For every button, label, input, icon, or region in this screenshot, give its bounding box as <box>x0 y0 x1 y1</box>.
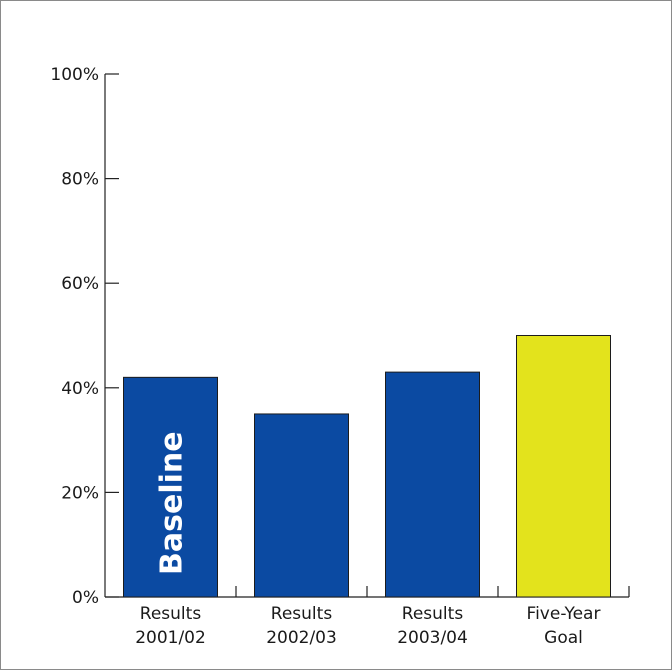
x-tick-label: 2003/04 <box>397 628 468 648</box>
y-tick-label: 20% <box>61 483 99 503</box>
y-tick-label: 40% <box>61 379 99 399</box>
bar <box>385 371 480 598</box>
bar <box>123 376 218 598</box>
x-tick-label: 2002/03 <box>266 628 337 648</box>
bar-annotation: Baseline <box>155 431 190 575</box>
bar <box>254 413 349 598</box>
bars: Baseline <box>123 335 611 598</box>
x-tick-label: 2001/02 <box>135 628 206 648</box>
y-tick-label: 100% <box>50 65 99 85</box>
x-tick-label: Goal <box>544 628 583 648</box>
y-tick-label: 60% <box>61 274 99 294</box>
bar <box>516 335 611 598</box>
x-tick-label: Five-Year <box>527 604 601 624</box>
y-tick-label: 80% <box>61 170 99 190</box>
x-tick-label: Results <box>402 604 464 624</box>
x-axis: Results 2001/02 Results 2002/03 Results 2003/… <box>105 586 630 648</box>
y-axis: 0% 20% 40% 60% 80% 100% <box>50 65 119 608</box>
y-tick-label: 0% <box>72 588 99 608</box>
x-tick-label: Results <box>271 604 333 624</box>
x-tick-label: Results <box>140 604 202 624</box>
